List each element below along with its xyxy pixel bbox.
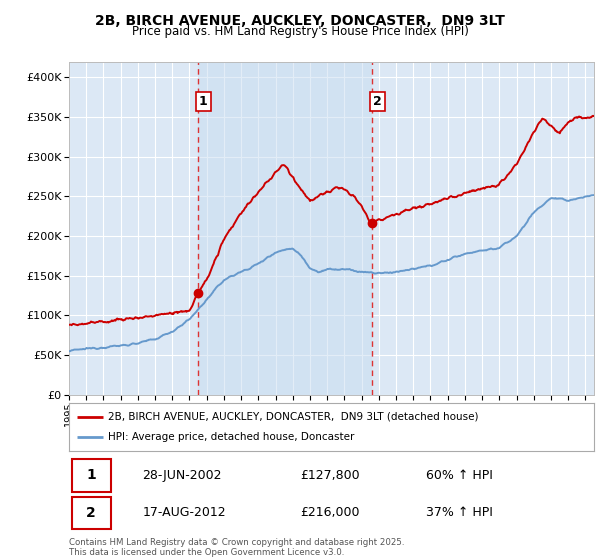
Text: £216,000: £216,000 bbox=[300, 506, 359, 520]
FancyBboxPatch shape bbox=[71, 497, 111, 529]
Text: 2: 2 bbox=[86, 506, 96, 520]
Text: 37% ↑ HPI: 37% ↑ HPI bbox=[426, 506, 493, 520]
Text: 2B, BIRCH AVENUE, AUCKLEY, DONCASTER,  DN9 3LT (detached house): 2B, BIRCH AVENUE, AUCKLEY, DONCASTER, DN… bbox=[109, 412, 479, 422]
FancyBboxPatch shape bbox=[71, 459, 111, 492]
Text: £127,800: £127,800 bbox=[300, 469, 359, 482]
Text: 28-JUN-2002: 28-JUN-2002 bbox=[143, 469, 222, 482]
Text: 1: 1 bbox=[199, 95, 208, 108]
Bar bbox=[198, 62, 373, 395]
Text: 2B, BIRCH AVENUE, AUCKLEY, DONCASTER,  DN9 3LT: 2B, BIRCH AVENUE, AUCKLEY, DONCASTER, DN… bbox=[95, 14, 505, 28]
Text: Contains HM Land Registry data © Crown copyright and database right 2025.
This d: Contains HM Land Registry data © Crown c… bbox=[69, 538, 404, 557]
Text: Price paid vs. HM Land Registry's House Price Index (HPI): Price paid vs. HM Land Registry's House … bbox=[131, 25, 469, 38]
Text: 1: 1 bbox=[86, 468, 96, 482]
Text: 2: 2 bbox=[373, 95, 382, 108]
Text: HPI: Average price, detached house, Doncaster: HPI: Average price, detached house, Donc… bbox=[109, 432, 355, 442]
Text: 60% ↑ HPI: 60% ↑ HPI bbox=[426, 469, 493, 482]
Text: 17-AUG-2012: 17-AUG-2012 bbox=[143, 506, 226, 520]
